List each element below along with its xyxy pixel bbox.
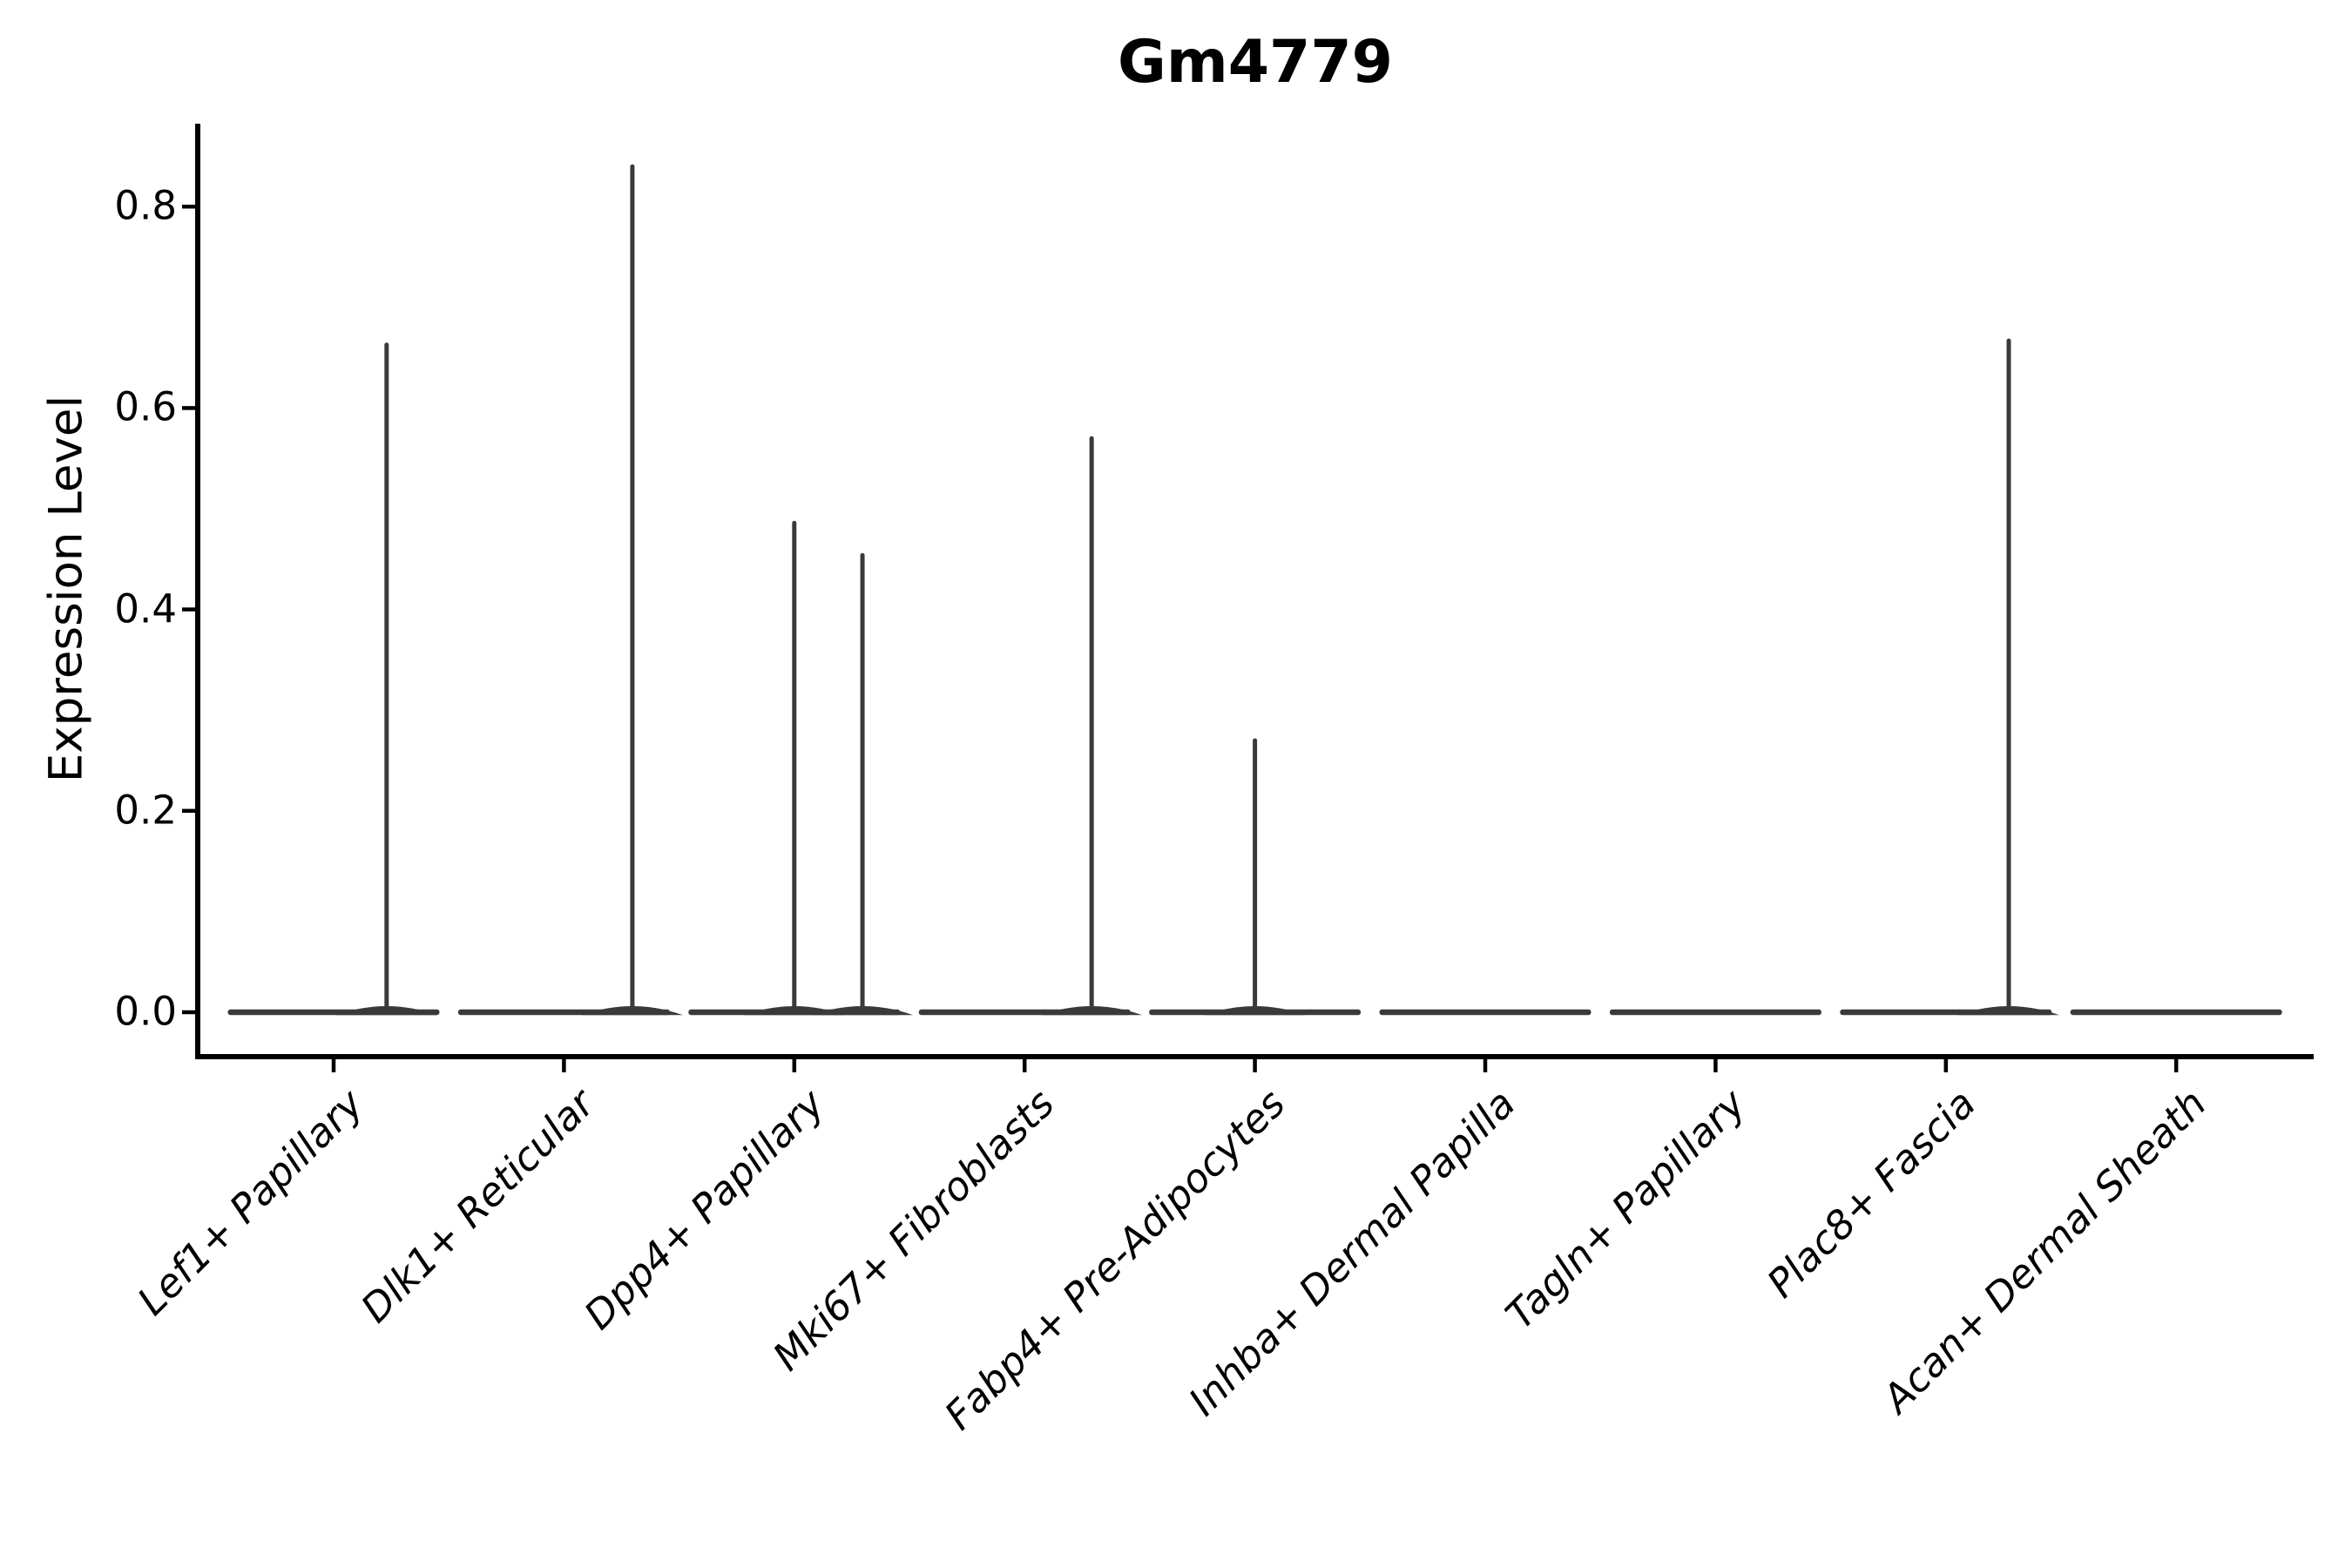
- y-axis-spine: [195, 124, 200, 1059]
- x-tick-mark: [1713, 1059, 1718, 1072]
- y-tick-label: 0.8: [114, 182, 177, 229]
- violin-spike: [860, 552, 865, 1016]
- x-axis-spine: [195, 1054, 2314, 1059]
- x-tick-mark: [1943, 1059, 1949, 1072]
- violin-spike: [384, 342, 389, 1016]
- violin-spike: [630, 164, 635, 1016]
- chart-title: Gm4779: [1118, 28, 1393, 97]
- violin-body: [1609, 1009, 1821, 1016]
- violin-spike: [1089, 436, 1094, 1016]
- violin-body: [2070, 1009, 2282, 1016]
- violin-spike: [792, 520, 797, 1016]
- y-tick-label: 0.2: [114, 787, 177, 834]
- x-tick-mark: [792, 1059, 797, 1072]
- y-tick-mark: [182, 808, 195, 814]
- y-tick-label: 0.0: [114, 988, 177, 1035]
- violin-spike: [1253, 738, 1258, 1016]
- x-tick-mark: [562, 1059, 566, 1072]
- violin-body: [1379, 1009, 1592, 1016]
- y-tick-mark: [182, 406, 195, 410]
- y-tick-mark: [182, 607, 195, 612]
- x-tick-mark: [1253, 1059, 1257, 1072]
- y-tick-label: 0.4: [114, 585, 177, 632]
- y-tick-mark: [182, 204, 195, 209]
- y-tick-label: 0.6: [114, 383, 177, 430]
- x-tick-mark: [1022, 1059, 1027, 1072]
- y-tick-mark: [182, 1010, 195, 1015]
- x-tick-mark: [2173, 1059, 2179, 1072]
- violin-spike: [2006, 338, 2011, 1016]
- x-tick-mark: [1483, 1059, 1488, 1072]
- x-tick-mark: [331, 1059, 336, 1072]
